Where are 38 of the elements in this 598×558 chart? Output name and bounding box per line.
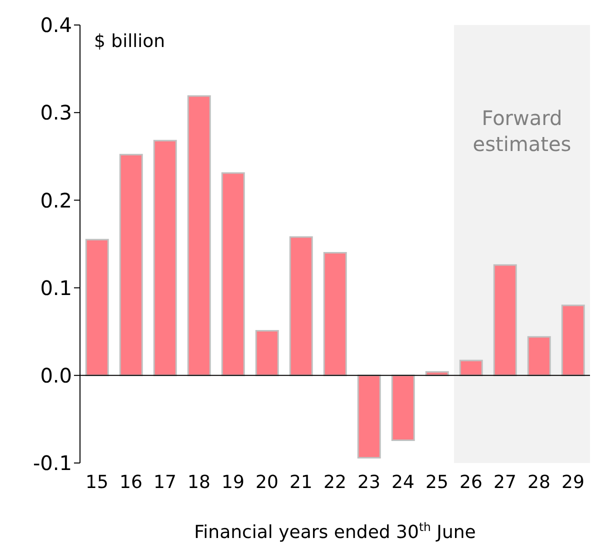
bar bbox=[459, 360, 483, 376]
bar bbox=[187, 95, 211, 376]
y-tick-label: 0.1 bbox=[40, 276, 72, 300]
y-tick-label: 0.3 bbox=[40, 100, 72, 125]
x-tick-label: 18 bbox=[188, 472, 210, 493]
y-tick-label: 0.4 bbox=[40, 13, 72, 38]
x-tick-label: 26 bbox=[460, 472, 482, 493]
bar bbox=[323, 252, 347, 376]
bar bbox=[493, 264, 517, 376]
bar bbox=[119, 154, 143, 376]
y-axis-title: $ billion bbox=[94, 31, 166, 52]
x-tick-label: 24 bbox=[392, 472, 414, 493]
x-tick-label: 25 bbox=[426, 472, 448, 493]
bar bbox=[357, 374, 381, 458]
x-tick-label: 17 bbox=[154, 472, 176, 493]
x-tick-label: 19 bbox=[222, 472, 244, 493]
x-tick-label: 21 bbox=[290, 472, 312, 493]
x-tick-label: 20 bbox=[256, 472, 278, 493]
x-tick-label: 16 bbox=[120, 472, 142, 493]
y-tick-label: -0.1 bbox=[32, 451, 72, 476]
y-tick-label: 0.2 bbox=[40, 188, 72, 212]
y-tick-label: 0.0 bbox=[40, 364, 72, 388]
x-tick-label: 28 bbox=[528, 472, 550, 493]
bar bbox=[221, 172, 245, 376]
bar bbox=[391, 374, 415, 441]
x-tick-label: 15 bbox=[86, 472, 108, 493]
bar bbox=[527, 336, 551, 376]
bar bbox=[561, 304, 585, 376]
x-tick-label: 22 bbox=[324, 472, 346, 493]
bar bbox=[85, 238, 109, 376]
x-tick-label: 23 bbox=[358, 472, 380, 493]
bar bbox=[255, 330, 279, 376]
x-axis-title: Financial years ended 30$^{th}$ June bbox=[194, 520, 476, 543]
x-tick-label: 27 bbox=[494, 472, 516, 493]
x-tick-label: 29 bbox=[562, 472, 584, 493]
bar bbox=[153, 140, 177, 376]
bar bbox=[289, 236, 313, 376]
band-label: Forward estimates bbox=[472, 106, 572, 156]
